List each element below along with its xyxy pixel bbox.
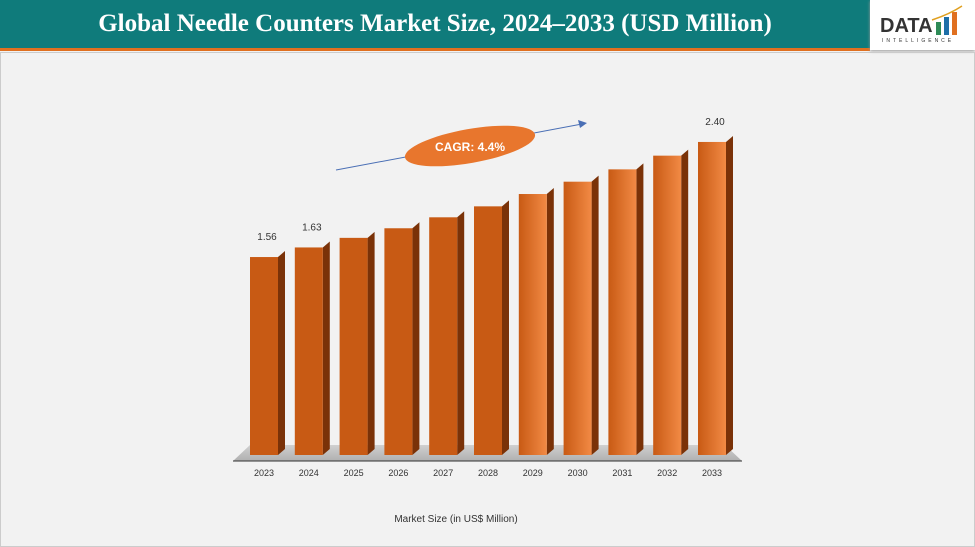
x-tick-label: 2028 <box>478 468 498 478</box>
bar-2028 <box>474 206 502 455</box>
cagr-label: CAGR: 4.4% <box>435 140 505 154</box>
data-label: 1.56 <box>257 232 277 243</box>
x-tick-label: 2027 <box>433 468 453 478</box>
bar-side <box>636 163 644 456</box>
bar-2024 <box>294 247 323 455</box>
x-tick-label: 2033 <box>702 468 722 478</box>
bar-side <box>367 231 375 455</box>
bar-side <box>457 211 465 455</box>
bar-2033 <box>698 141 726 455</box>
bar-2031 <box>608 169 637 456</box>
bar-2029 <box>518 194 547 455</box>
logo-subtext: INTELLIGENCE <box>882 38 954 44</box>
bar-side <box>726 135 733 455</box>
header-bar <box>0 0 870 51</box>
x-tick-label: 2030 <box>568 468 588 478</box>
bar-side <box>591 175 599 455</box>
bar-2025 <box>339 237 368 455</box>
x-tick-label: 2029 <box>523 468 543 478</box>
bar-side <box>322 241 330 455</box>
bar-side <box>278 251 285 455</box>
data-intelligence-logo: DATA INTELLIGENCE <box>880 5 963 44</box>
bar-2030 <box>563 181 592 455</box>
cagr-arrowhead <box>578 120 587 128</box>
bar-side <box>546 188 554 455</box>
bar-side <box>681 149 689 455</box>
x-tick-label: 2032 <box>657 468 677 478</box>
bar-2023 <box>250 257 278 455</box>
bar-2026 <box>384 228 413 455</box>
cagr-callout <box>404 125 536 167</box>
page-title: Global Needle Counters Market Size, 2024… <box>98 10 772 37</box>
x-tick-label: 2025 <box>344 468 364 478</box>
x-axis-title: Market Size (in US$ Million) <box>394 514 517 525</box>
data-label: 1.63 <box>302 222 322 233</box>
data-label: 2.40 <box>705 117 725 128</box>
bar-side <box>502 200 509 455</box>
logo: DATA INTELLIGENCE <box>870 0 975 50</box>
logo-text: DATA <box>880 15 933 37</box>
x-tick-label: 2026 <box>388 468 408 478</box>
bar-2032 <box>653 155 682 455</box>
x-tick-label: 2024 <box>299 468 319 478</box>
bar-side <box>412 222 420 455</box>
bar-2027 <box>429 217 458 455</box>
x-tick-label: 2023 <box>254 468 274 478</box>
x-tick-label: 2031 <box>612 468 632 478</box>
